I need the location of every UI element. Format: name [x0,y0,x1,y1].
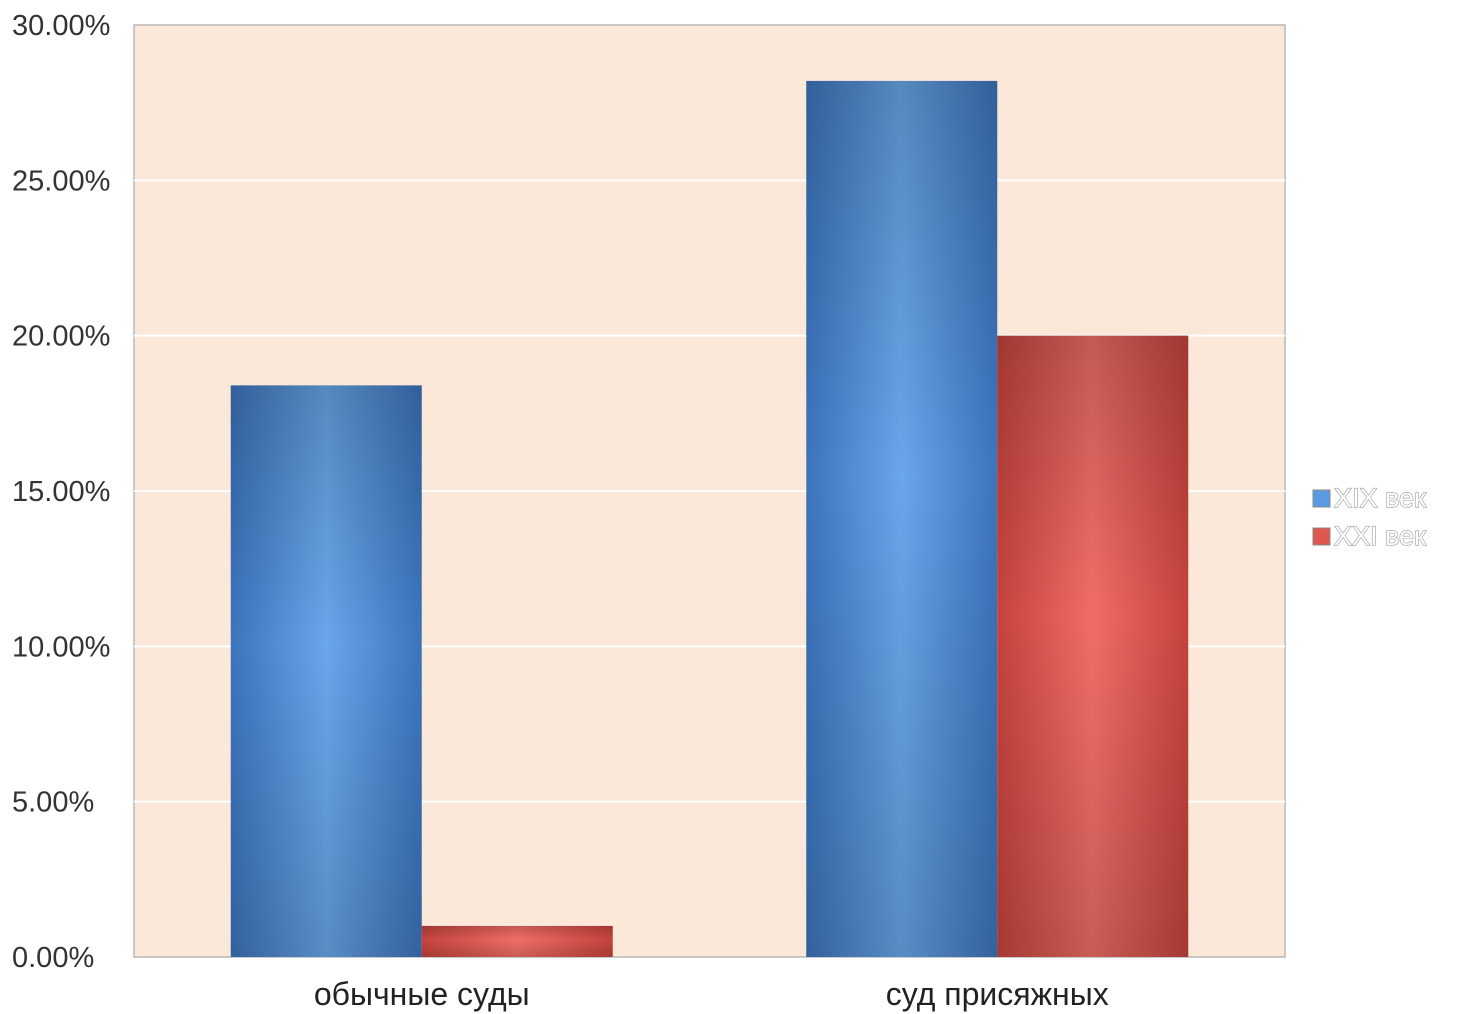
x-category-label: обычные суды [314,976,530,1012]
legend-label: XXI век [1334,521,1426,551]
y-tick-label: 0.00% [12,942,94,974]
y-tick-label: 5.00% [12,787,94,819]
legend-swatch [1312,489,1331,508]
y-tick-label: 20.00% [12,321,110,353]
bar-shading [421,925,613,957]
y-tick-label: 30.00% [12,10,110,42]
x-axis-categories: обычные суды суд присяжных [314,976,1109,1012]
bar-shading [230,385,422,958]
y-tick-label: 15.00% [12,476,110,508]
bar-shading [997,335,1189,958]
y-tick-label: 10.00% [12,631,110,663]
legend-label: XIX век [1334,483,1426,513]
y-axis-ticks: 0.00% 5.00% 10.00% 15.00% 20.00% 25.00% 30.00% [12,10,110,974]
bar-shading [806,80,998,958]
y-tick-label: 25.00% [12,165,110,197]
legend: XIX век XXI век [1312,482,1427,552]
bars [230,80,1189,958]
x-category-label: суд присяжных [886,976,1109,1012]
legend-swatch [1312,527,1331,546]
